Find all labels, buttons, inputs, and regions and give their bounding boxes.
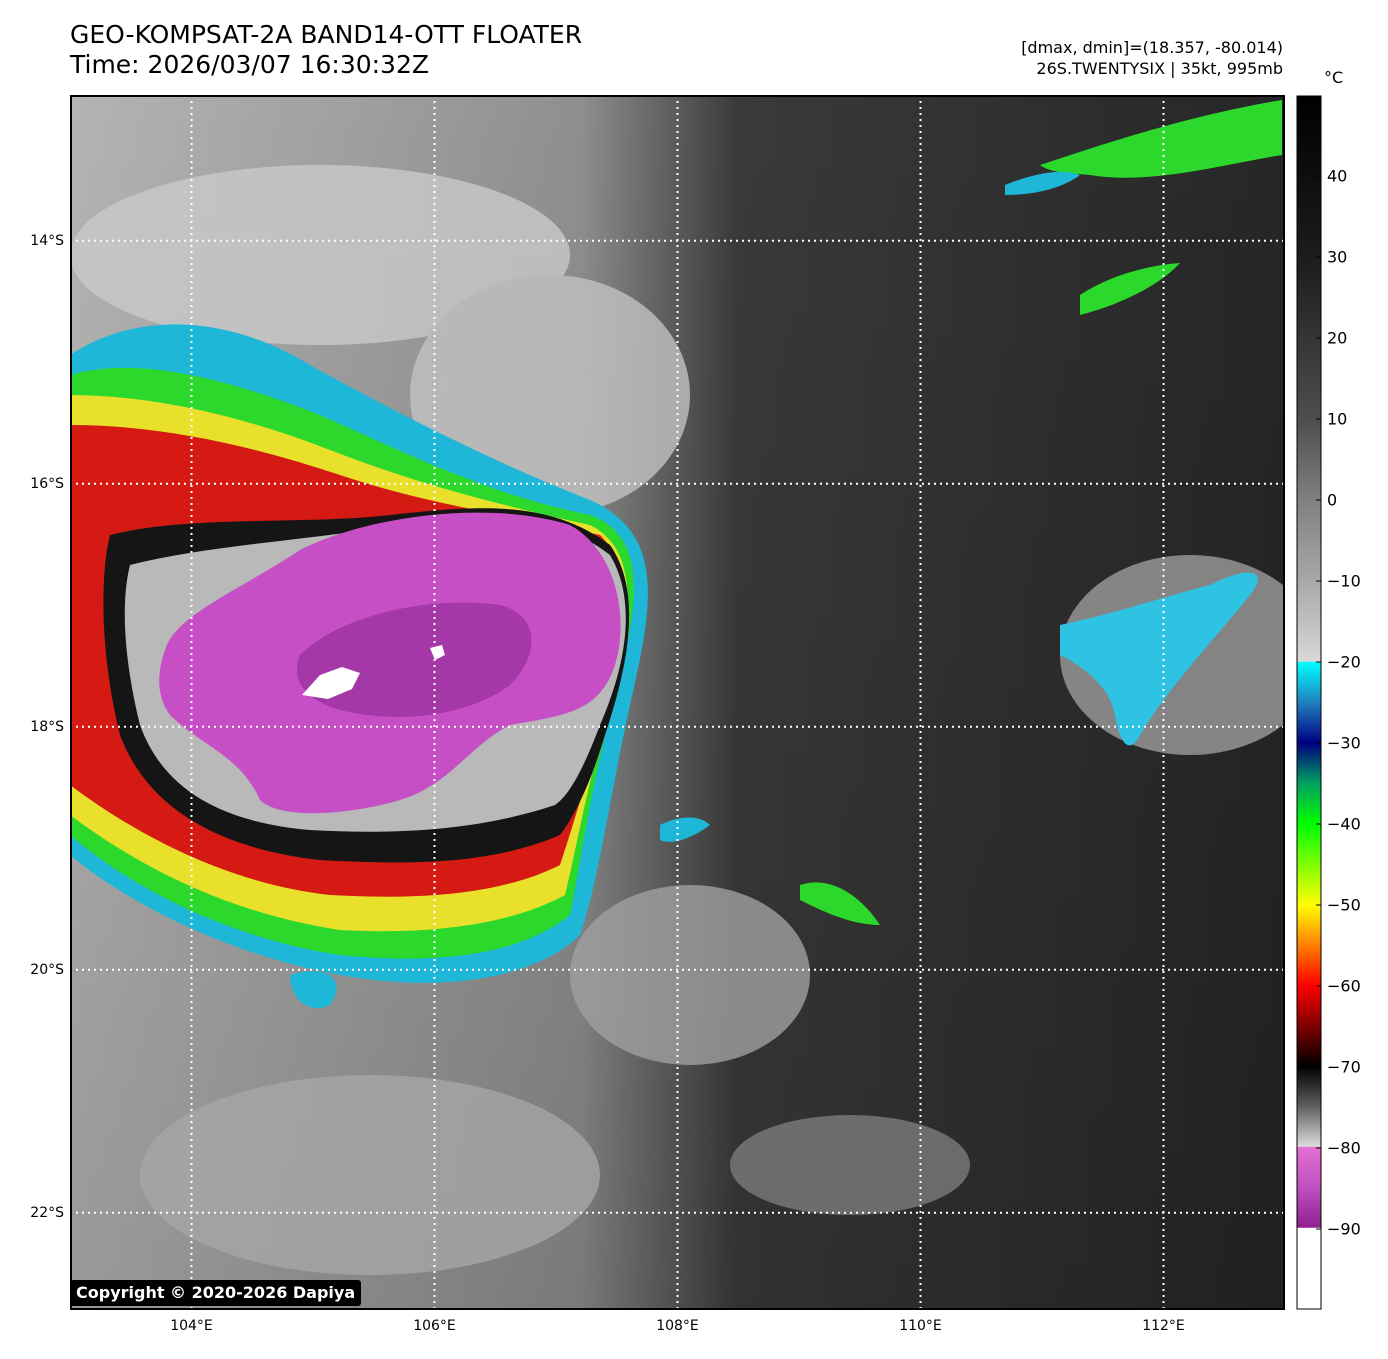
eastern-cyan-cloud	[1060, 572, 1258, 746]
northeast-band	[1040, 100, 1282, 178]
colorbar-tick-label: 10	[1327, 409, 1348, 429]
colorbar-unit: °C	[1324, 68, 1344, 87]
lat-label: 22°S	[30, 1204, 64, 1221]
colorbar-tick-label: −40	[1327, 814, 1361, 834]
lat-label: 18°S	[30, 718, 64, 735]
lat-label: 14°S	[30, 232, 64, 249]
colorbar-tick-label: 40	[1327, 166, 1348, 186]
coldest-spot-1	[302, 667, 360, 699]
northeast-small-cells	[1080, 263, 1180, 315]
colorbar	[1296, 95, 1322, 1310]
southern-cells-2	[800, 882, 880, 925]
northeast-band-cyan	[1005, 171, 1080, 195]
colorbar-tick-label: −70	[1327, 1057, 1361, 1077]
dmax-dmin-label: [dmax, dmin]=(18.357, -80.014)	[1021, 38, 1283, 57]
colorbar-tick-label: −20	[1327, 652, 1361, 672]
lon-label: 108°E	[656, 1318, 699, 1334]
colorbar-tick-label: 0	[1327, 490, 1338, 510]
lon-label: 104°E	[170, 1318, 213, 1334]
convective-system	[70, 324, 648, 983]
southern-cells-3	[290, 971, 337, 1009]
colorbar-tick-label: 30	[1327, 247, 1348, 267]
copyright-badge: Copyright © 2020-2026 Dapiya	[70, 1280, 362, 1306]
lat-label: 16°S	[30, 475, 64, 492]
cold-core-center	[296, 602, 532, 717]
colorbar-tick-label: −90	[1327, 1219, 1361, 1239]
lat-label: 20°S	[30, 961, 64, 978]
colorbar-tick-label: −80	[1327, 1138, 1361, 1158]
southern-cells-1	[660, 817, 710, 842]
figure-meta: [dmax, dmin]=(18.357, -80.014) 26S.TWENT…	[1021, 37, 1283, 79]
title-line-2: Time: 2026/03/07 16:30:32Z	[70, 50, 429, 79]
lon-label: 110°E	[899, 1318, 942, 1334]
title-line-1: GEO-KOMPSAT-2A BAND14-OTT FLOATER	[70, 20, 583, 49]
satellite-map	[70, 95, 1285, 1310]
map-frame	[70, 95, 1285, 1310]
figure-title: GEO-KOMPSAT-2A BAND14-OTT FLOATER Time: …	[70, 20, 582, 80]
colorbar-tick-label: −50	[1327, 895, 1361, 915]
scattered-convection	[290, 100, 1282, 1009]
storm-info-label: 26S.TWENTYSIX | 35kt, 995mb	[1036, 59, 1283, 78]
lon-label: 112°E	[1142, 1318, 1185, 1334]
lat-lon-grid	[70, 95, 1285, 1310]
lon-label: 106°E	[413, 1318, 456, 1334]
colorbar-gradient	[1296, 95, 1322, 1310]
colorbar-tick-label: −10	[1327, 571, 1361, 591]
colorbar-tick-label: −60	[1327, 976, 1361, 996]
colorbar-tick-label: 20	[1327, 328, 1348, 348]
colorbar-tick-label: −30	[1327, 733, 1361, 753]
